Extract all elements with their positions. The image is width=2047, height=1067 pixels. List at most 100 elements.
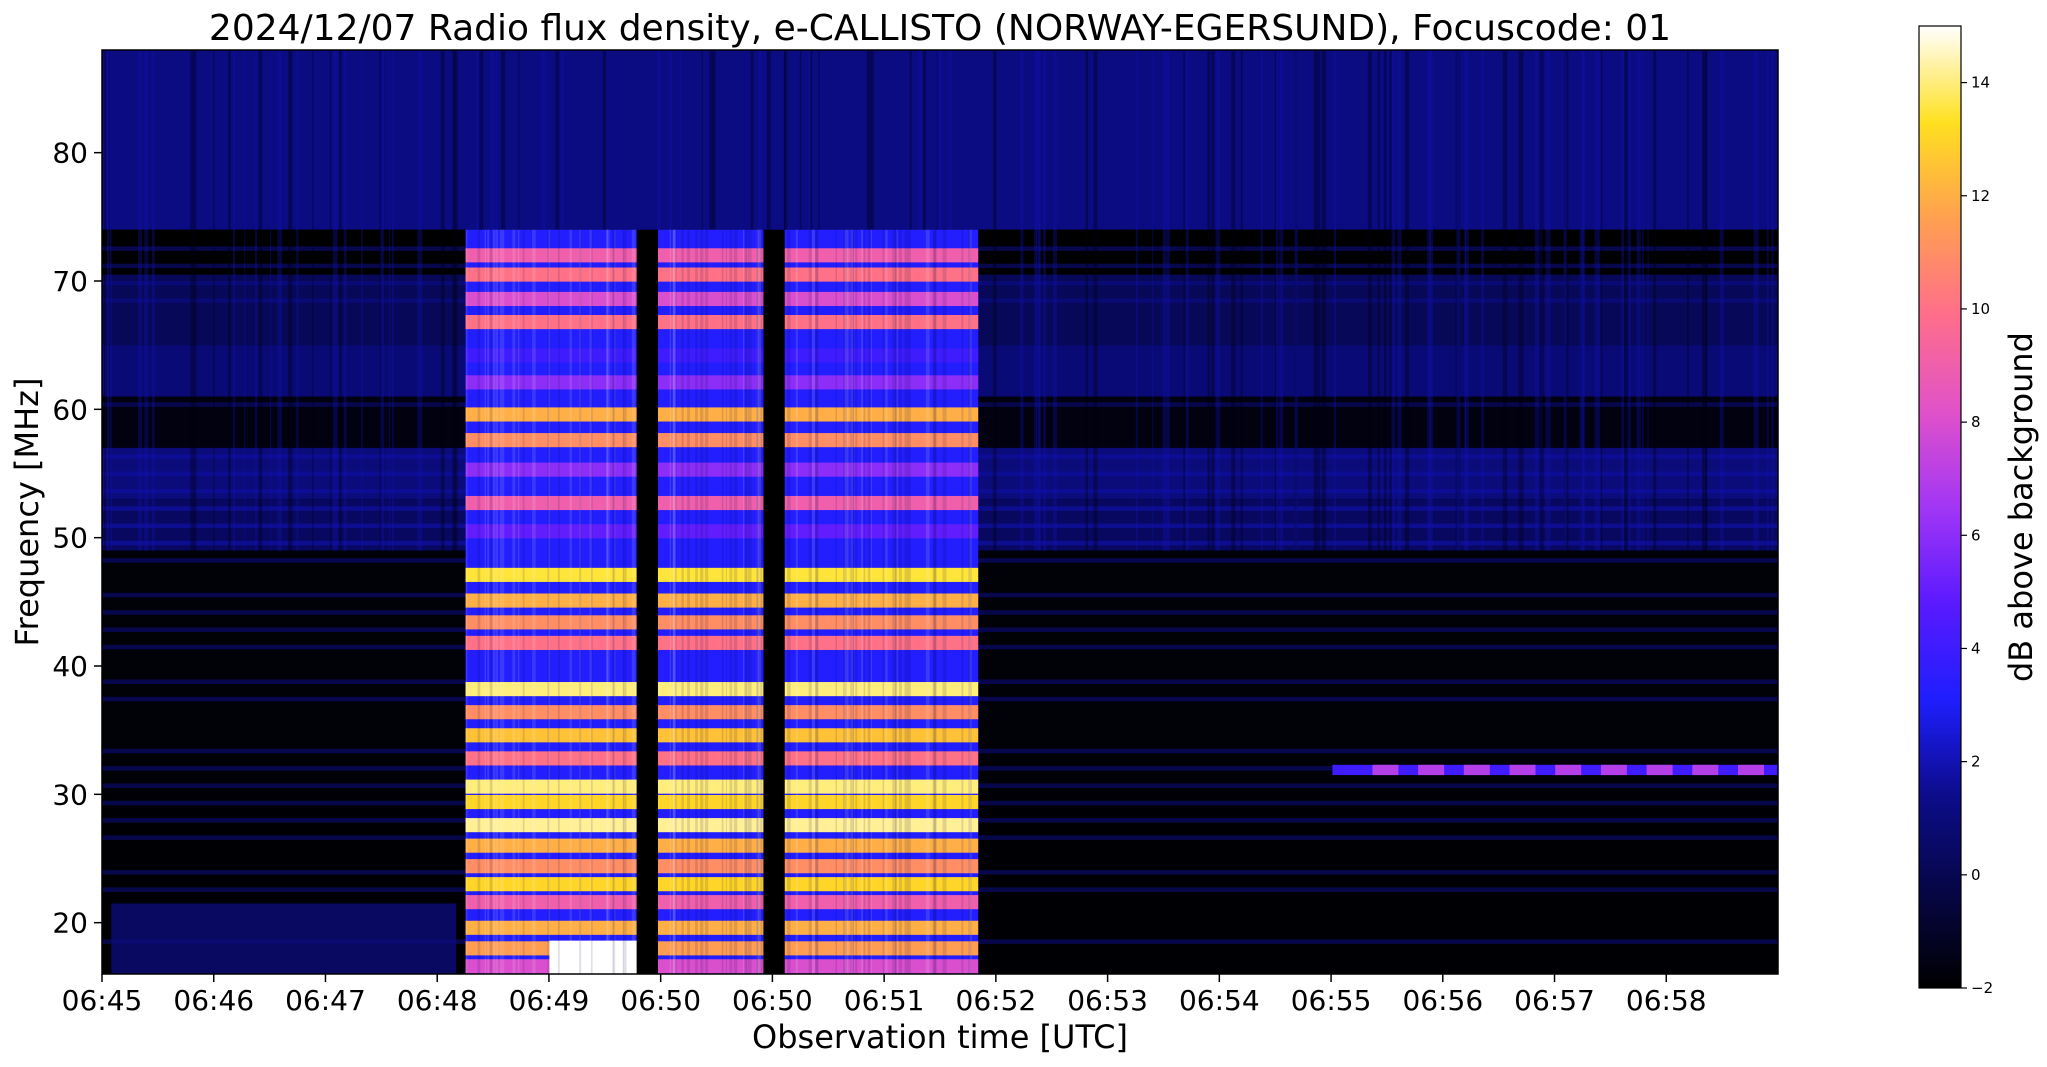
time-striation	[1502, 50, 1508, 551]
emission-texture	[623, 229, 627, 974]
emission-band	[465, 751, 979, 766]
y-tick-label: 40	[52, 650, 88, 683]
time-striation	[1636, 50, 1641, 551]
time-striation	[339, 50, 342, 551]
time-striation	[1642, 50, 1644, 551]
time-striation	[452, 50, 456, 551]
emission-band	[465, 433, 979, 448]
time-striation	[104, 50, 106, 551]
emission-texture	[815, 229, 819, 974]
emission-band	[465, 877, 979, 892]
time-striation	[1563, 50, 1567, 551]
narrowband-peak	[1738, 764, 1764, 776]
y-tick-label: 20	[52, 907, 88, 940]
emission-texture	[925, 229, 930, 974]
time-striation	[417, 50, 423, 551]
time-striation	[1464, 50, 1467, 551]
time-striation	[228, 50, 231, 551]
time-striation	[1279, 50, 1284, 551]
time-striation	[1215, 50, 1221, 551]
time-striation	[1702, 50, 1704, 551]
emission-texture	[606, 229, 609, 974]
time-striation	[108, 50, 111, 551]
time-striation	[1391, 50, 1396, 551]
emission-texture	[863, 229, 866, 974]
emission-texture	[850, 229, 854, 974]
time-striation	[1275, 50, 1279, 551]
emission-texture	[687, 229, 690, 974]
time-striation	[193, 50, 197, 551]
emission-texture	[466, 229, 468, 974]
time-striation	[332, 50, 338, 551]
narrowband-peak	[1509, 764, 1536, 776]
emission-texture	[907, 229, 911, 974]
emission-band	[465, 567, 979, 582]
time-striation	[1036, 50, 1041, 551]
emission-band	[465, 635, 979, 650]
low-frequency-patch	[111, 903, 457, 974]
colorbar-tick-label: 2	[1971, 753, 1981, 771]
time-striation	[1183, 50, 1185, 551]
time-striation	[1705, 50, 1708, 551]
emission-texture	[487, 229, 490, 974]
x-tick-label: 06:55	[1291, 984, 1372, 1017]
emission-texture	[590, 229, 593, 974]
emission-band	[465, 407, 979, 422]
time-striation	[1600, 50, 1603, 551]
time-striation	[1627, 50, 1631, 551]
emission-texture	[517, 229, 520, 974]
emission-texture	[756, 229, 758, 974]
x-axis: 06:45 06:46 06:47 06:48 06:49 06:50 06:50 06:51…	[62, 974, 1707, 1017]
emission-peak	[549, 940, 643, 974]
time-striation	[1518, 50, 1524, 551]
narrowband-peak	[1692, 764, 1719, 776]
narrowband-peak	[1372, 764, 1399, 776]
emission-band	[465, 615, 979, 630]
emission-band	[465, 267, 979, 282]
emission-texture	[932, 229, 937, 974]
x-tick-label: 06:54	[1179, 984, 1260, 1017]
emission-band	[465, 495, 979, 511]
emission-texture	[747, 229, 752, 974]
colorbar-scale	[1918, 25, 1962, 989]
emission-texture	[725, 229, 727, 974]
emission-texture	[489, 229, 493, 974]
emission-band	[465, 794, 979, 810]
narrowband-peak	[1418, 764, 1445, 776]
emission-texture	[933, 229, 937, 974]
plot-frame	[101, 49, 1779, 975]
emission-texture	[547, 229, 550, 974]
time-striation	[1034, 50, 1037, 551]
time-striation	[1294, 50, 1298, 551]
time-striation	[1563, 50, 1569, 551]
time-striation	[312, 50, 314, 551]
emission-texture	[759, 229, 763, 974]
time-striation	[1377, 50, 1380, 551]
time-striation	[1383, 50, 1387, 551]
y-tick-label: 30	[52, 778, 88, 811]
time-striation	[106, 50, 112, 551]
emission-texture	[850, 229, 854, 974]
time-striation	[1455, 50, 1461, 551]
emission-band	[465, 348, 979, 363]
time-striation	[138, 50, 142, 551]
time-striation	[1464, 50, 1469, 551]
time-striation	[379, 50, 383, 551]
time-striation	[1274, 50, 1277, 551]
y-axis: 20 30 40 50 60 70 80	[52, 137, 102, 940]
x-tick-label: 06:48	[397, 984, 478, 1017]
time-striation	[361, 50, 363, 551]
emission-texture	[882, 229, 885, 974]
time-striation	[144, 50, 149, 551]
emission-texture	[835, 229, 838, 974]
time-striation	[343, 50, 347, 551]
colorbar: −2 0 2 4 6 8 10 12 14	[1918, 25, 1993, 997]
emission-texture	[704, 229, 709, 974]
background-band	[102, 50, 1778, 230]
time-striation	[288, 50, 293, 551]
emission-texture	[855, 229, 858, 974]
time-striation	[1719, 50, 1724, 551]
emission-texture	[631, 229, 636, 974]
time-striation	[1389, 50, 1392, 551]
time-striation	[255, 50, 258, 551]
